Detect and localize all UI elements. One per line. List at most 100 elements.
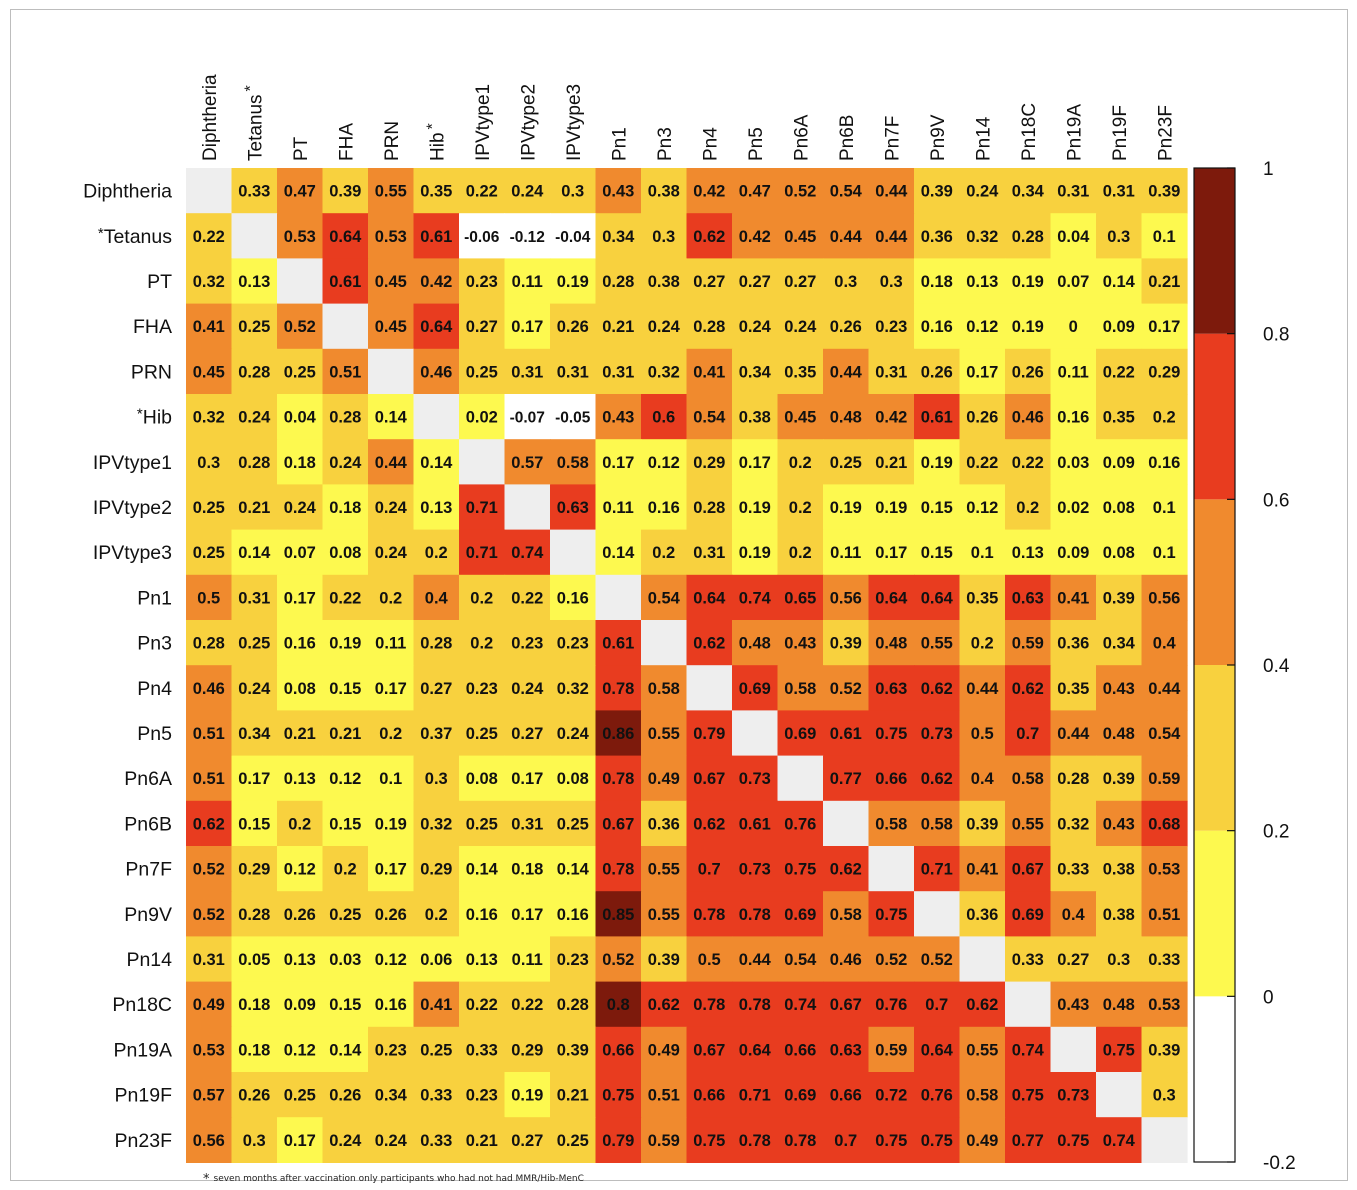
cell-value-label: 0.64 <box>420 318 453 336</box>
heatmap-cell-Pn6B-PT <box>277 800 324 847</box>
row-label-IPVtype3: IPVtype3 <box>93 542 172 564</box>
heatmap-cell-Pn5-Pn4 <box>686 710 733 757</box>
heatmap-cell-Pn6B-PRN <box>368 800 415 847</box>
heatmap-cell-Pn14-Pn4 <box>686 936 733 983</box>
heatmap-cell-Pn5-Pn6B <box>823 710 870 757</box>
cell-value-label: 0.45 <box>784 409 816 427</box>
cell-value-label: 0.39 <box>648 951 680 969</box>
cell-value-label: 0.85 <box>602 906 634 924</box>
heatmap-cell-IPVtype2-PRN <box>368 484 415 531</box>
heatmap-cell-Pn1-Pn9V <box>914 574 961 621</box>
heatmap-cell-Pn9V-Pn6B <box>823 891 870 937</box>
cell-value-label: 0.16 <box>648 499 680 517</box>
heatmap-cell-IPVtype2-FHA <box>322 484 369 531</box>
cell-value-label: 0.62 <box>648 996 680 1014</box>
heatmap-cell-FHA-Pn7F <box>868 303 915 350</box>
cell-value-label: 0.29 <box>238 861 270 879</box>
heatmap-cell-PRN-Pn5 <box>732 348 779 395</box>
colorbar-band <box>1194 996 1235 1162</box>
cell-value-label: 0.24 <box>784 318 817 336</box>
heatmap-cell-Pn7F-Pn19F <box>1096 846 1143 892</box>
heatmap-cell-Pn6B-IPVtype1 <box>459 800 506 847</box>
heatmap-cell-Pn1-PT <box>277 574 324 621</box>
heatmap-cell-Pn19A-Pn1 <box>595 1026 642 1073</box>
heatmap-cell-Pn5-Pn1 <box>595 710 642 757</box>
cell-value-label: 0.28 <box>693 318 725 336</box>
cell-value-label: 0.14 <box>238 544 271 562</box>
cell-value-label: 0.06 <box>420 951 452 969</box>
heatmap-cell-Pn14-Pn1 <box>595 936 642 983</box>
heatmap-cell-Tetanus-PT <box>277 213 324 259</box>
colorbar-tick-label: 1 <box>1263 159 1274 180</box>
heatmap-cell-Pn14-Pn7F <box>868 936 915 983</box>
colorbar-band <box>1194 830 1235 997</box>
heatmap-cell-Pn19F-Pn19A <box>1050 1072 1097 1118</box>
cell-value-label: 0.22 <box>466 183 498 201</box>
cell-value-label: 0.3 <box>1107 228 1130 246</box>
heatmap-cell-Pn18C-IPVtype2 <box>504 981 551 1028</box>
heatmap-cell-IPVtype2-IPVtype2 <box>504 484 551 531</box>
cell-value-label: 0.44 <box>1057 725 1090 743</box>
cell-value-label: 0.43 <box>1103 815 1135 833</box>
cell-value-label: 0.36 <box>966 906 998 924</box>
cell-value-label: 0.61 <box>830 725 862 743</box>
heatmap-cell-Pn4-Pn5 <box>732 665 779 711</box>
heatmap-cell-Pn7F-Pn18C <box>1005 846 1052 892</box>
column-label-Pn23F: Pn23F <box>1155 105 1176 161</box>
cell-value-label: 0.5 <box>698 951 721 969</box>
heatmap-cell-Pn7F-Tetanus <box>231 846 278 892</box>
cell-value-label: 0.72 <box>875 1087 907 1105</box>
cell-value-label: 0.78 <box>784 1132 816 1150</box>
heatmap-cell-Pn18C-PT <box>277 981 324 1028</box>
cell-value-label: 0.51 <box>329 363 361 381</box>
heatmap-cell-PRN-FHA <box>322 348 369 395</box>
heatmap-cell-Pn3-Hib <box>413 620 460 666</box>
heatmap-cell-IPVtype2-Diphtheria <box>186 484 233 531</box>
heatmap-cell-PT-Tetanus <box>231 258 278 305</box>
cell-value-label: 0.61 <box>420 228 452 246</box>
cell-value-label: 0.24 <box>375 544 408 562</box>
cell-value-label: 0.78 <box>739 906 771 924</box>
heatmap-cell-Pn14-Pn23F <box>1141 936 1188 983</box>
cell-value-label: 0.42 <box>693 183 725 201</box>
cell-value-label: 0.51 <box>193 725 225 743</box>
cell-value-label: 0.19 <box>329 635 361 653</box>
heatmap-cell-Tetanus-Pn6A <box>777 213 824 259</box>
heatmap-cell-Pn7F-Pn19A <box>1050 846 1097 892</box>
cell-value-label: 0.1 <box>379 770 402 788</box>
heatmap-cell-FHA-Pn1 <box>595 303 642 350</box>
heatmap-cell-Pn6B-Pn19F <box>1096 800 1143 847</box>
heatmap-cell-Pn6A-Pn18C <box>1005 755 1052 802</box>
cell-value-label: 0.12 <box>648 454 680 472</box>
heatmap-cell-Pn6A-Diphtheria <box>186 755 233 802</box>
heatmap-cell-Pn6A-PT <box>277 755 324 802</box>
column-label-Pn3: Pn3 <box>655 127 676 161</box>
heatmap-cell-Pn4-Diphtheria <box>186 665 233 711</box>
heatmap-cell-PRN-IPVtype2 <box>504 348 551 395</box>
cell-value-label: 0.03 <box>1057 454 1089 472</box>
colorbar-tick-label: 0.6 <box>1263 490 1289 511</box>
heatmap-cell-Pn6B-IPVtype2 <box>504 800 551 847</box>
heatmap-cell-PRN-Hib <box>413 348 460 395</box>
heatmap-cell-Pn5-Pn6A <box>777 710 824 757</box>
column-label-Tetanus: Tetanus* <box>242 85 266 161</box>
heatmap-cell-Pn19A-Pn7F <box>868 1026 915 1073</box>
heatmap-cell-Pn19A-IPVtype3 <box>550 1026 597 1073</box>
cell-value-label: 0.62 <box>693 635 725 653</box>
heatmap-cell-IPVtype2-Pn9V <box>914 484 961 531</box>
cell-value-label: 0.37 <box>420 725 452 743</box>
column-label-IPVtype1: IPVtype1 <box>473 84 494 161</box>
cell-value-label: 0.17 <box>966 363 998 381</box>
cell-value-label: 0.41 <box>1057 589 1089 607</box>
heatmap-cell-FHA-Pn5 <box>732 303 779 350</box>
cell-value-label: 0.17 <box>1148 318 1180 336</box>
heatmap-cell-Pn19A-IPVtype2 <box>504 1026 551 1073</box>
heatmap-cell-Pn1-Pn7F <box>868 574 915 621</box>
heatmap-cell-Pn14-Tetanus <box>231 936 278 983</box>
heatmap-cell-Pn9V-Pn18C <box>1005 891 1052 937</box>
heatmap-cell-Pn3-PRN <box>368 620 415 666</box>
heatmap-cell-Hib-Diphtheria <box>186 394 233 440</box>
cell-value-label: 0.74 <box>784 996 817 1014</box>
heatmap-cell-Pn18C-IPVtype1 <box>459 981 506 1028</box>
cell-value-label: 0.2 <box>470 635 493 653</box>
